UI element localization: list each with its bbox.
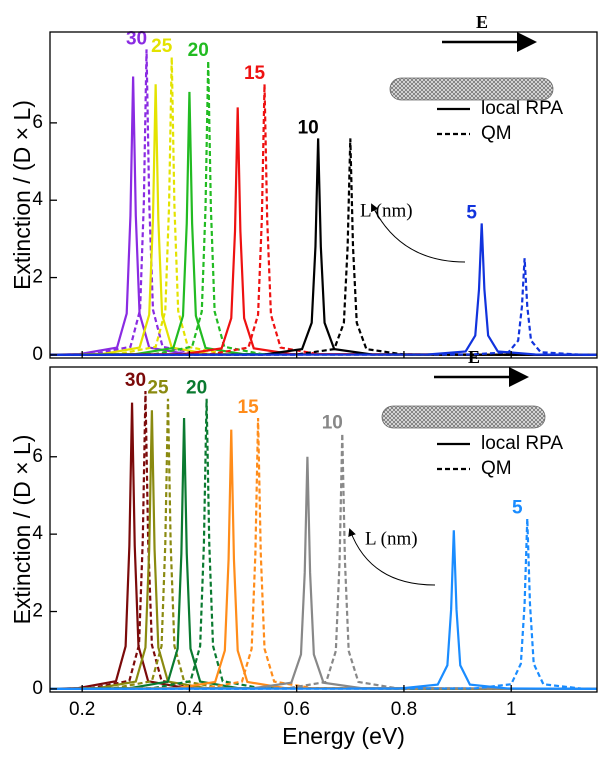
y-axis-label: Extinction / (D × L) (9, 435, 35, 625)
y-tick-label: 6 (32, 112, 43, 133)
curve (50, 418, 597, 690)
y-tick-label: 4 (32, 523, 43, 544)
curve (50, 518, 597, 690)
legend-label: QM (481, 123, 512, 144)
legend-label: local RPA (481, 433, 563, 454)
curve (50, 84, 597, 357)
curve (50, 223, 597, 357)
curve (50, 107, 597, 357)
y-tick-label: 0 (32, 678, 43, 699)
curve (50, 138, 597, 357)
x-axis-label: Energy (eV) (282, 723, 405, 749)
annotation: L (nm) (365, 528, 418, 549)
x-tick-label: 1 (506, 699, 517, 720)
annotation-arrow (371, 203, 466, 263)
annotation: L (nm) (360, 200, 413, 221)
curve (50, 433, 597, 690)
size-label: 20 (188, 40, 209, 61)
size-label: 5 (466, 202, 477, 223)
size-label: 10 (322, 413, 343, 434)
curve (50, 258, 597, 357)
field-label: E (476, 12, 488, 32)
annotation-arrow (348, 528, 436, 586)
curve (50, 398, 597, 690)
y-axis-label: Extinction / (D × L) (9, 100, 35, 290)
size-label: 20 (186, 378, 207, 399)
y-tick-label: 2 (32, 267, 43, 288)
curve (50, 418, 597, 690)
y-tick-label: 0 (32, 344, 43, 365)
size-label: 15 (244, 63, 266, 84)
plot-frame (49, 366, 598, 693)
size-label: 15 (238, 397, 260, 418)
x-tick-label: 0.2 (69, 699, 95, 720)
x-tick-label: 0.4 (176, 699, 203, 720)
plot-frame (49, 31, 598, 359)
curve (50, 456, 597, 690)
y-tick-label: 6 (32, 446, 43, 467)
x-tick-label: 0.8 (391, 699, 417, 720)
curve (50, 138, 597, 357)
size-label: 30 (125, 370, 146, 391)
curve (50, 84, 597, 357)
y-tick-label: 4 (32, 189, 43, 210)
size-label: 25 (151, 36, 173, 57)
legend-label: QM (481, 458, 512, 479)
curve (50, 429, 597, 690)
size-label: 10 (298, 117, 319, 138)
legend-label: local RPA (481, 98, 563, 119)
curve (50, 530, 597, 690)
field-label: E (468, 347, 480, 367)
size-label: 25 (147, 378, 169, 399)
nanotube (381, 405, 546, 429)
y-tick-label: 2 (32, 601, 43, 622)
nanotube (389, 77, 554, 101)
size-label: 30 (126, 28, 147, 49)
curve (50, 91, 597, 357)
x-tick-label: 0.6 (283, 699, 309, 720)
size-label: 5 (512, 498, 523, 519)
